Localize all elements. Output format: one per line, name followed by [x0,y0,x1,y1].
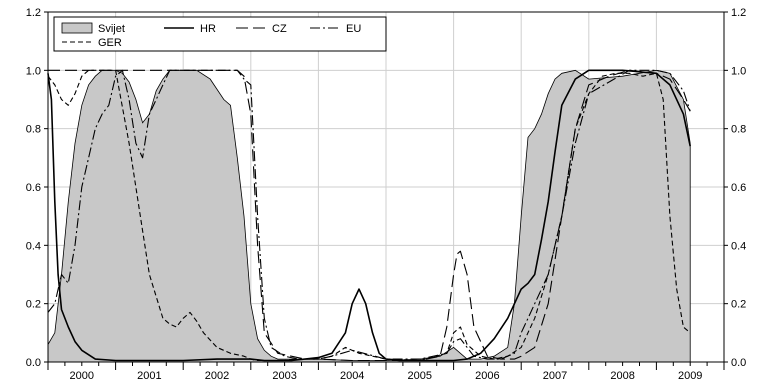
y-tick-label-right: 0.4 [731,240,746,252]
axis-layer: 0.0 0.0 0.2 0.2 0.4 0.4 0.6 0.6 0.8 0.8 1.0 1.0 1.2 1… [26,7,747,382]
legend-label-cz: CZ [272,23,287,35]
x-tick-label: 2005 [408,370,432,382]
x-tick-label: 2002 [205,370,229,382]
legend-box [53,16,387,52]
legend-label-eu: EU [346,23,361,35]
x-tick-label: 2006 [475,370,499,382]
legend-swatch-svijet [61,22,93,34]
x-tick-label: 2003 [272,370,296,382]
series-line-eu [47,69,691,360]
line-layer [47,69,691,362]
legend-label-svijet: Svijet [98,23,125,35]
y-tick-label-right: 0.0 [731,357,746,369]
y-tick-label-right: 0.2 [731,299,746,311]
y-tick-label-left: 0.6 [26,182,41,194]
series-line-ger [47,69,691,362]
y-tick-label-right: 0.8 [731,124,746,136]
legend-label-ger: GER [98,37,122,49]
y-tick-label-left: 0.0 [26,357,41,369]
y-tick-label-left: 0.8 [26,124,41,136]
y-tick-label-left: 1.0 [26,65,41,77]
legend: Svijet HR CZ EU GER [53,16,387,52]
x-tick-label: 2009 [678,370,702,382]
y-tick-label-left: 0.4 [26,240,41,252]
y-tick-label-right: 1.2 [731,7,746,19]
legend-label-hr: HR [200,23,216,35]
x-tick-label: 2008 [610,370,634,382]
x-tick-label: 2001 [137,370,161,382]
y-tick-label-left: 0.2 [26,299,41,311]
y-tick-label-right: 1.0 [731,65,746,77]
x-tick-label: 2004 [340,370,364,382]
y-tick-label-right: 0.6 [731,182,746,194]
series-line-hr [47,69,691,362]
x-tick-label: 2007 [543,370,567,382]
x-tick-label: 2000 [70,370,94,382]
y-tick-label-left: 1.2 [26,7,41,19]
